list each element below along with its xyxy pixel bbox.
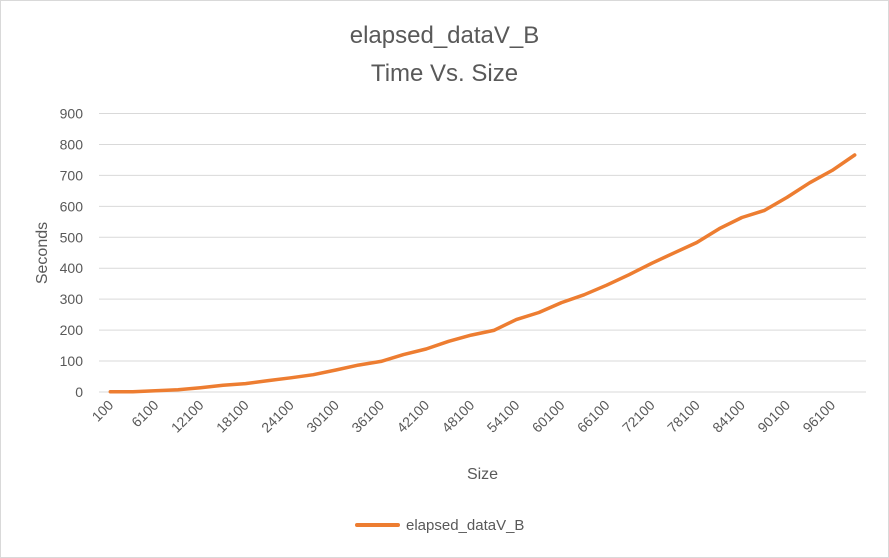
- y-tick-label: 900: [60, 106, 84, 122]
- x-tick-label: 84100: [709, 397, 748, 436]
- series-layer: [108, 153, 857, 394]
- x-tick-label: 48100: [438, 397, 477, 436]
- x-axis-tick-labels: 100 6100 12100 18100 24100 30100 36100 42100 481…: [89, 397, 839, 436]
- x-tick-label: 96100: [799, 397, 838, 436]
- x-tick-label: 30100: [303, 397, 342, 436]
- y-axis-tick-labels: 0 100 200 300 400 500 600 700 800 900: [60, 106, 84, 401]
- x-tick-label: 54100: [484, 397, 523, 436]
- x-tick-label: 78100: [664, 397, 703, 436]
- x-tick-label: 36100: [348, 397, 387, 436]
- x-tick-label: 24100: [258, 397, 297, 436]
- y-tick-label: 100: [60, 353, 84, 369]
- y-tick-label: 300: [60, 291, 84, 307]
- x-axis-label: Size: [467, 466, 498, 483]
- legend: elapsed_dataV_B: [355, 517, 524, 534]
- x-tick-label: 66100: [574, 397, 613, 436]
- chart-subtitle: Time Vs. Size: [370, 60, 519, 87]
- y-tick-label: 800: [60, 136, 84, 152]
- y-tick-label: 600: [60, 198, 84, 214]
- y-tick-label: 0: [75, 384, 83, 400]
- y-tick-label: 500: [60, 229, 84, 245]
- y-tick-label: 400: [60, 260, 84, 276]
- x-tick-label: 18100: [213, 397, 252, 436]
- y-axis-label: Seconds: [34, 222, 51, 284]
- x-tick-label: 42100: [393, 397, 432, 436]
- gridlines: [99, 113, 866, 393]
- x-tick-label: 100: [89, 397, 117, 425]
- series-line-elapsed-dataV-B: [108, 153, 857, 394]
- x-tick-label: 12100: [168, 397, 207, 436]
- x-tick-label: 72100: [619, 397, 658, 436]
- chart-title: elapsed_dataV_B: [349, 22, 540, 49]
- x-tick-label: 6100: [128, 397, 161, 430]
- y-tick-label: 700: [60, 167, 84, 183]
- legend-label: elapsed_dataV_B: [406, 517, 524, 534]
- y-tick-label: 200: [60, 322, 84, 338]
- x-tick-label: 60100: [529, 397, 568, 436]
- x-tick-label: 90100: [754, 397, 793, 436]
